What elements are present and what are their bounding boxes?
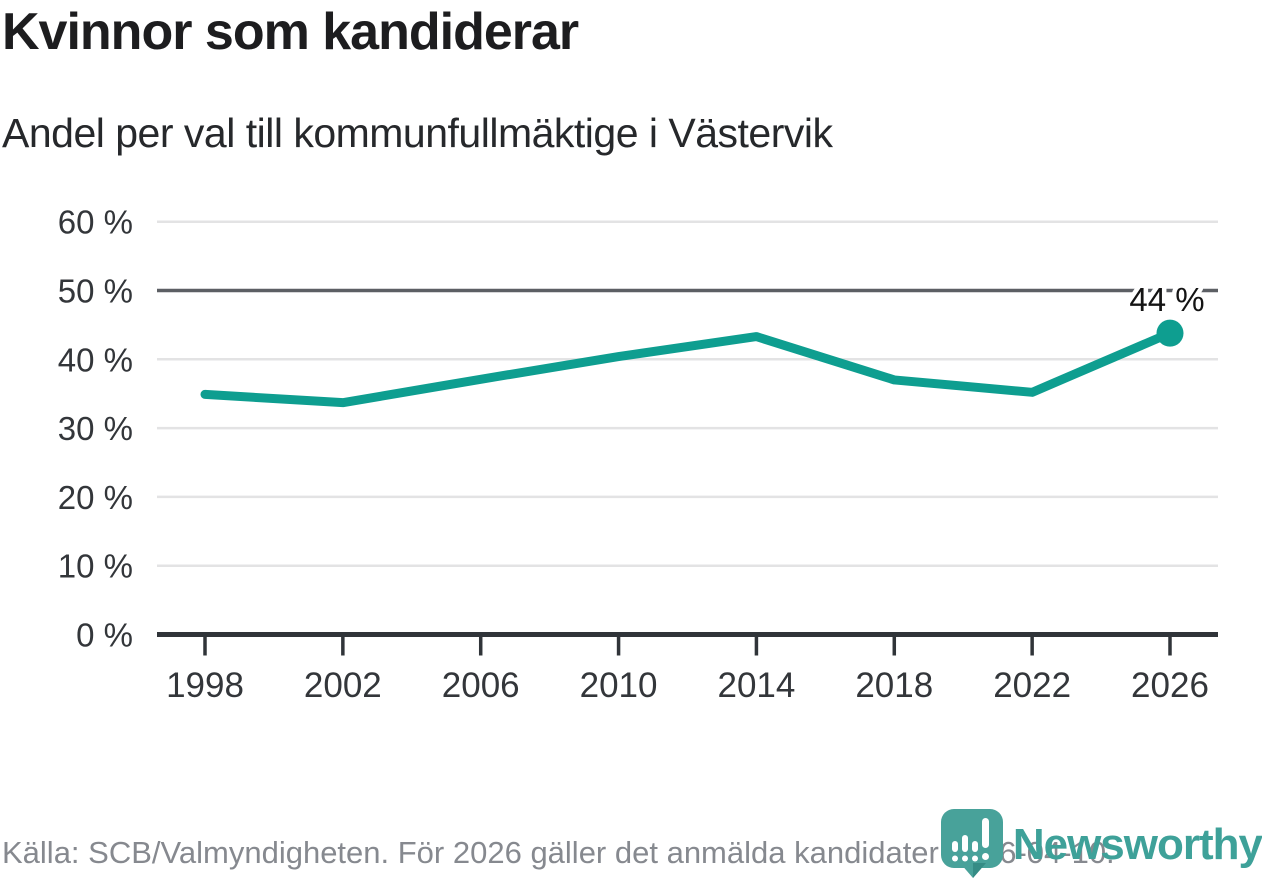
newsworthy-logo: Newsworthy — [940, 807, 1262, 879]
x-axis-tick-label: 1998 — [166, 666, 244, 705]
y-axis-tick-label: 40 % — [58, 341, 133, 378]
end-point-dot — [1156, 319, 1184, 347]
y-axis-tick-label: 0 % — [76, 617, 133, 654]
x-axis-tick-label: 2014 — [717, 666, 795, 705]
x-axis-tick-label: 2002 — [304, 666, 382, 705]
page-title: Kvinnor som kandiderar — [2, 3, 579, 61]
x-axis-tick-label: 2018 — [855, 666, 933, 705]
x-axis-tick-label: 2006 — [442, 666, 520, 705]
data-line — [200, 328, 1175, 408]
chart-subtitle: Andel per val till kommunfullmäktige i V… — [2, 110, 833, 156]
y-axis-tick-label: 50 % — [58, 273, 133, 310]
y-axis-tick-label: 10 % — [58, 548, 133, 585]
y-axis-tick-label: 30 % — [58, 410, 133, 447]
source-note: Källa: SCB/Valmyndigheten. För 2026 gäll… — [2, 835, 1115, 870]
x-axis-tick-label: 2010 — [580, 666, 658, 705]
y-axis-tick-label: 60 % — [58, 204, 133, 241]
newsworthy-wordmark: Newsworthy — [1012, 820, 1262, 869]
end-point-value-label: 44 % — [1129, 281, 1204, 318]
x-axis-tick-label: 2022 — [993, 666, 1071, 705]
x-axis-tick-label: 2026 — [1131, 666, 1209, 705]
y-axis-tick-label: 20 % — [58, 479, 133, 516]
newsworthy-pin-barchart-icon — [940, 809, 1003, 878]
